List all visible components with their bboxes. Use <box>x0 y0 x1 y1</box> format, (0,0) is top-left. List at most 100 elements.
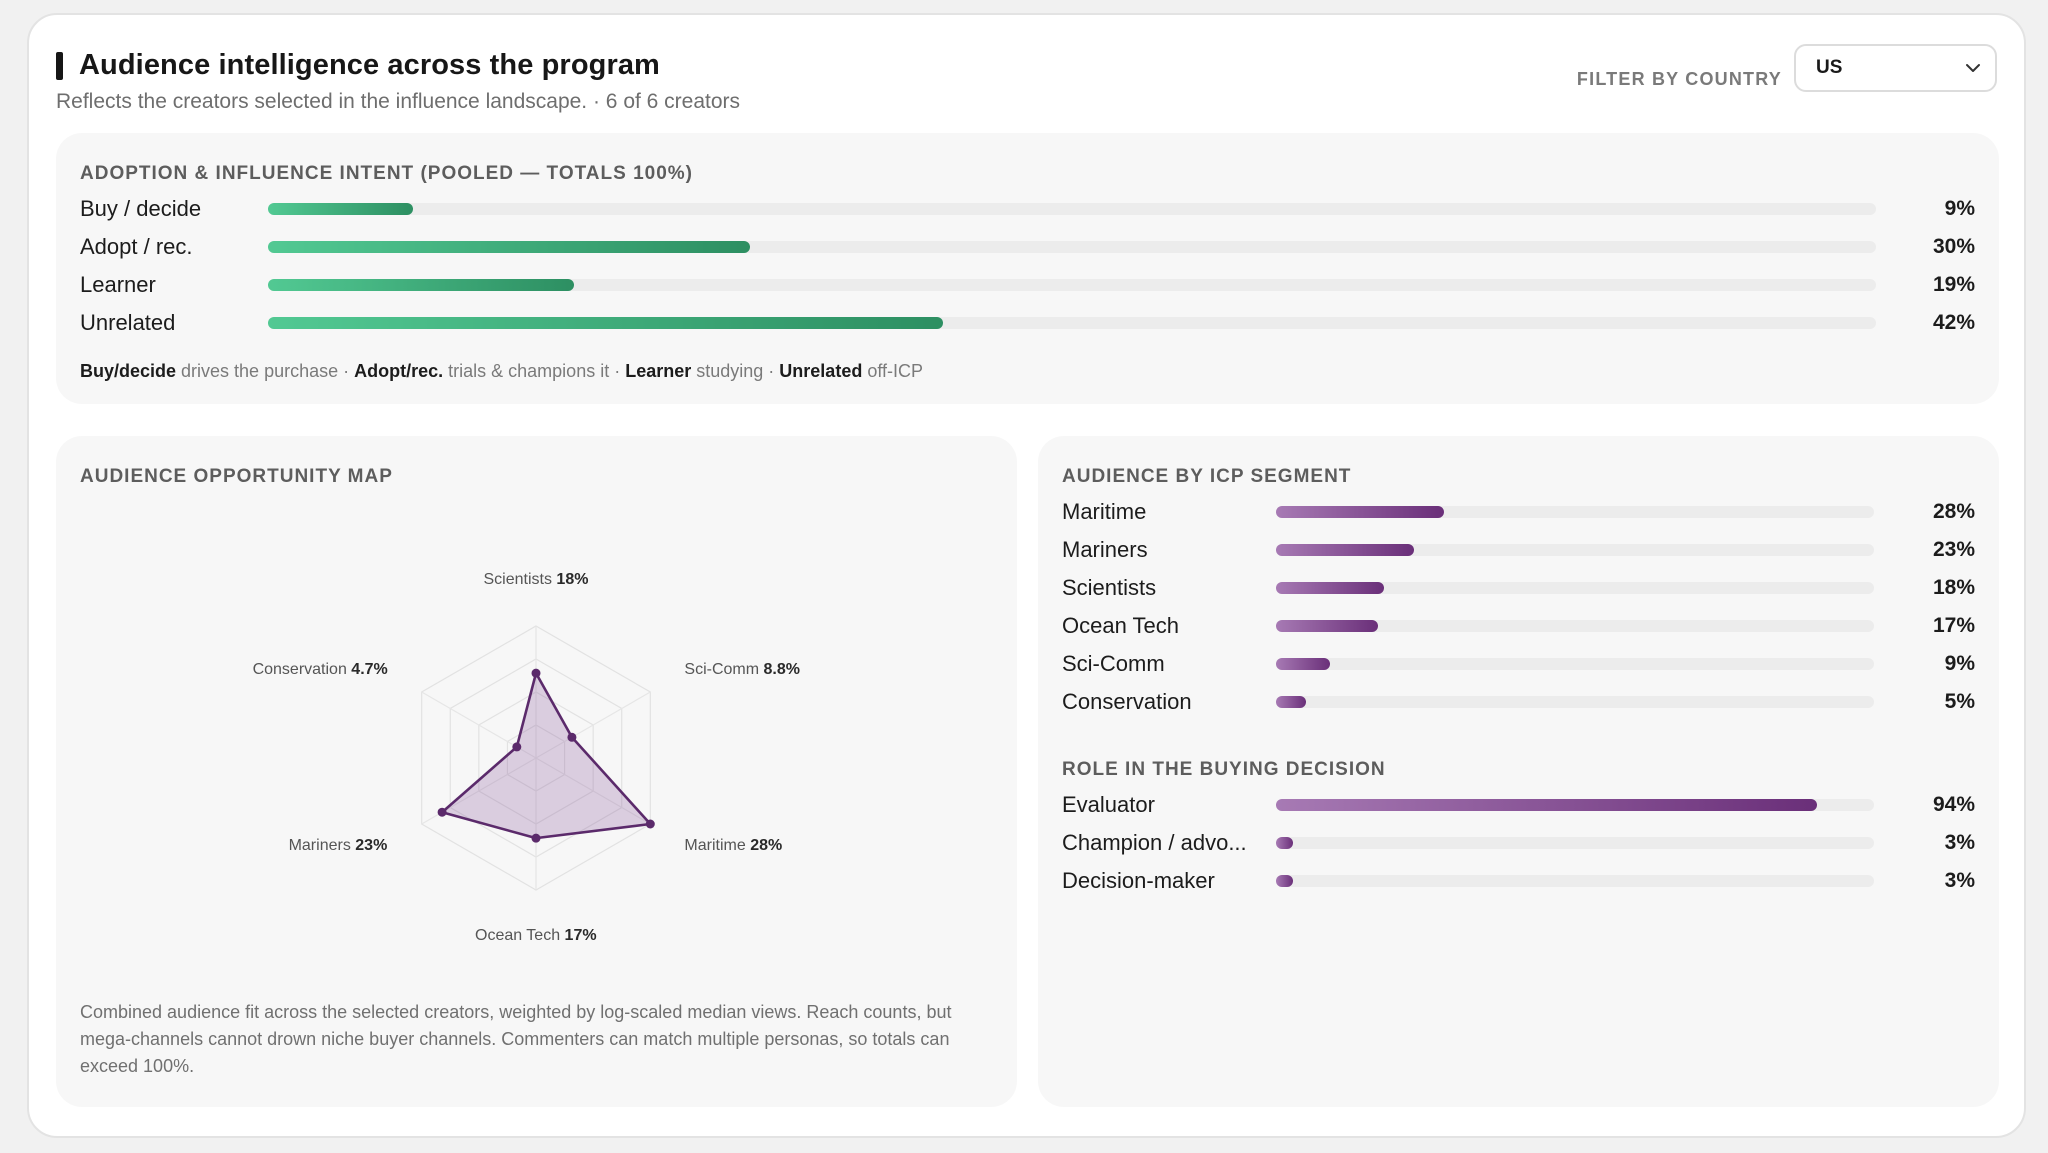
title-accent-bar <box>56 51 63 80</box>
icp-label: Maritime <box>1062 499 1147 524</box>
intent-track <box>268 241 1876 253</box>
icp-bar <box>1276 544 1414 556</box>
role-track <box>1276 875 1874 887</box>
icp-value: 28% <box>1932 500 1975 523</box>
intent-bar <box>268 317 944 329</box>
intent-bar <box>268 279 574 291</box>
legend-term: Buy/decide <box>80 361 177 381</box>
radar-point <box>512 742 522 752</box>
audience-intelligence-card: Audience intelligence across the program… <box>27 13 2026 1138</box>
intent-bar <box>268 241 751 253</box>
radar-axis-name: Conservation <box>252 661 352 678</box>
radar-axis-value: 4.7% <box>351 661 388 678</box>
icp-label: Mariners <box>1062 537 1148 562</box>
icp-row: Scientists 18% <box>1062 573 1975 603</box>
role-bar <box>1276 837 1294 849</box>
radar-point <box>437 807 447 817</box>
opportunity-radar-chart <box>421 625 655 891</box>
radar-axis-line <box>535 691 651 759</box>
intent-bar <box>268 203 413 215</box>
legend-desc: trials & champions it <box>443 361 610 381</box>
intent-label: Adopt / rec. <box>80 234 193 259</box>
page-title: Audience intelligence across the program <box>79 49 660 81</box>
radar-axis-label: Scientists 18% <box>484 571 589 589</box>
role-value: 3% <box>1944 869 1975 892</box>
icp-value: 5% <box>1944 690 1975 713</box>
icp-value: 18% <box>1932 576 1975 599</box>
icp-row: Sci-Comm 9% <box>1062 649 1975 679</box>
role-label: Decision-maker <box>1062 868 1215 893</box>
intent-label: Unrelated <box>80 310 176 335</box>
role-row: Champion / advo... 3% <box>1062 828 1975 858</box>
radar-axis-value: 18% <box>556 571 589 588</box>
icp-value: 17% <box>1932 614 1975 637</box>
intent-value: 30% <box>1932 235 1975 258</box>
radar-axis-name: Mariners <box>288 837 356 854</box>
intent-row: Unrelated 42% <box>80 308 1975 338</box>
radar-axis-name: Sci-Comm <box>684 661 764 678</box>
intent-row: Adopt / rec. 30% <box>80 232 1975 262</box>
legend-desc: studying <box>691 361 764 381</box>
intent-track <box>268 317 1876 329</box>
legend-term: Adopt/rec. <box>354 361 444 381</box>
radar-axis-name: Maritime <box>684 837 751 854</box>
icp-bar <box>1276 658 1330 670</box>
intent-label: Buy / decide <box>80 196 202 221</box>
icp-value: 9% <box>1944 652 1975 675</box>
icp-value: 23% <box>1932 538 1975 561</box>
icp-panel: AUDIENCE BY ICP SEGMENT Maritime 28% Marin… <box>1038 436 1999 1107</box>
role-bar <box>1276 799 1817 811</box>
role-value: 3% <box>1944 831 1975 854</box>
radar-axis-name: Scientists <box>483 571 557 588</box>
role-row: Decision-maker 3% <box>1062 866 1975 896</box>
intent-track <box>268 203 1876 215</box>
radar-axis-label: Ocean Tech 17% <box>475 927 597 945</box>
intent-panel: ADOPTION & INFLUENCE INTENT (POOLED — TO… <box>56 133 1999 404</box>
radar-axis-value: 23% <box>355 837 388 854</box>
legend-desc: drives the purchase <box>176 361 339 381</box>
radar-point <box>567 732 577 742</box>
chevron-down-icon <box>1966 64 1980 72</box>
page-subtitle: Reflects the creators selected in the in… <box>56 90 741 113</box>
icp-bar <box>1276 696 1306 708</box>
icp-track <box>1276 506 1874 518</box>
intent-value: 19% <box>1932 273 1975 296</box>
icp-bar <box>1276 506 1444 518</box>
intent-label: Learner <box>80 272 156 297</box>
icp-label: Scientists <box>1062 575 1157 600</box>
icp-bar <box>1276 582 1384 594</box>
role-row: Evaluator 94% <box>1062 790 1975 820</box>
opportunity-footnote: Combined audience fit across the selecte… <box>80 1002 952 1076</box>
radar-axis-label: Maritime 28% <box>684 837 782 855</box>
icp-track <box>1276 544 1874 556</box>
intent-row: Learner 19% <box>80 270 1975 300</box>
radar-axis-name: Ocean Tech <box>475 927 565 944</box>
title-row: Audience intelligence across the program <box>56 49 660 82</box>
intent-heading: ADOPTION & INFLUENCE INTENT (POOLED — TO… <box>80 163 693 184</box>
icp-row: Conservation 5% <box>1062 687 1975 717</box>
intent-row: Buy / decide 9% <box>80 194 1975 224</box>
intent-track <box>268 279 1876 291</box>
role-heading: ROLE IN THE BUYING DECISION <box>1062 759 1386 780</box>
icp-track <box>1276 620 1874 632</box>
icp-track <box>1276 658 1874 670</box>
radar-point <box>531 833 541 843</box>
icp-label: Sci-Comm <box>1062 651 1165 676</box>
radar-axis-label: Sci-Comm 8.8% <box>684 661 800 679</box>
role-bar <box>1276 875 1294 887</box>
country-filter-select[interactable]: US <box>1794 44 1997 92</box>
radar-point <box>531 668 541 678</box>
filter-label: FILTER BY COUNTRY <box>1576 69 1782 89</box>
legend-term: Learner <box>625 361 692 381</box>
intent-value: 9% <box>1944 197 1975 220</box>
radar-axis-label: Conservation 4.7% <box>253 661 388 679</box>
icp-label: Conservation <box>1062 689 1192 714</box>
role-label: Champion / advo... <box>1062 830 1247 855</box>
icp-heading: AUDIENCE BY ICP SEGMENT <box>1062 466 1352 487</box>
role-track <box>1276 837 1874 849</box>
icp-track <box>1276 696 1874 708</box>
icp-label: Ocean Tech <box>1062 613 1180 638</box>
icp-bar <box>1276 620 1378 632</box>
legend-desc: off-ICP <box>862 361 924 381</box>
icp-row: Mariners 23% <box>1062 535 1975 565</box>
